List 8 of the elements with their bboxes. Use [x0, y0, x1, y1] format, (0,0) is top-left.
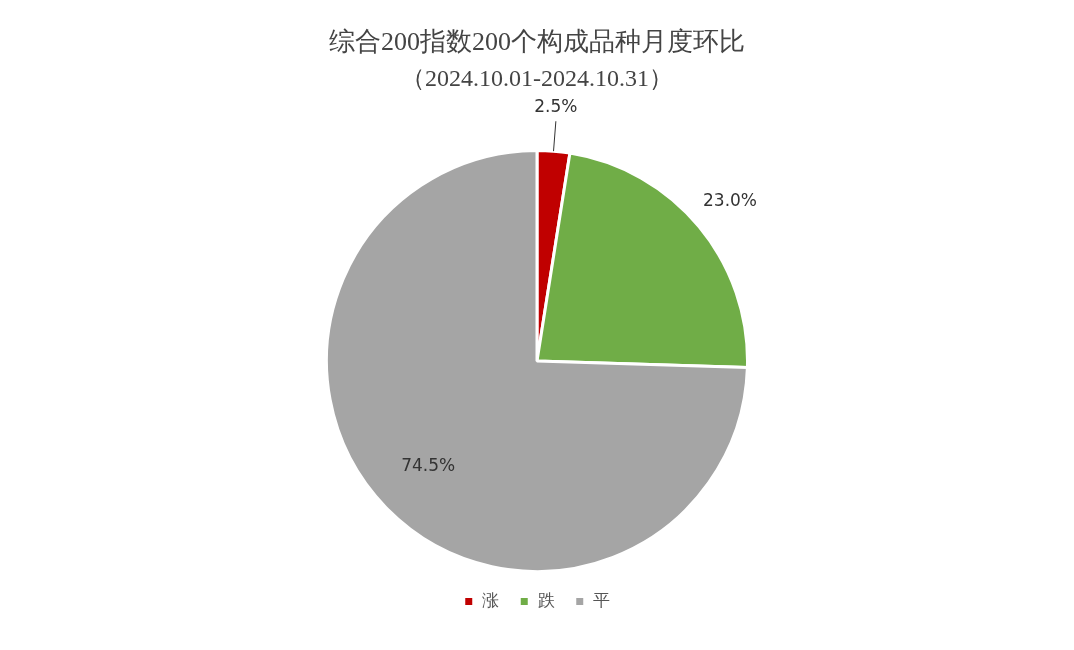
legend-label: 跌 — [537, 589, 555, 610]
legend-label: 涨 — [482, 589, 500, 610]
legend-label: 平 — [593, 589, 611, 610]
data-label: 74.5% — [401, 454, 456, 475]
data-label: 23.0% — [703, 189, 758, 210]
chart-title: 综合200指数200个构成品种月度环比 — [329, 27, 745, 57]
chart-subtitle: （2024.10.01-2024.10.31） — [401, 64, 673, 91]
data-label: 2.5% — [534, 95, 578, 116]
